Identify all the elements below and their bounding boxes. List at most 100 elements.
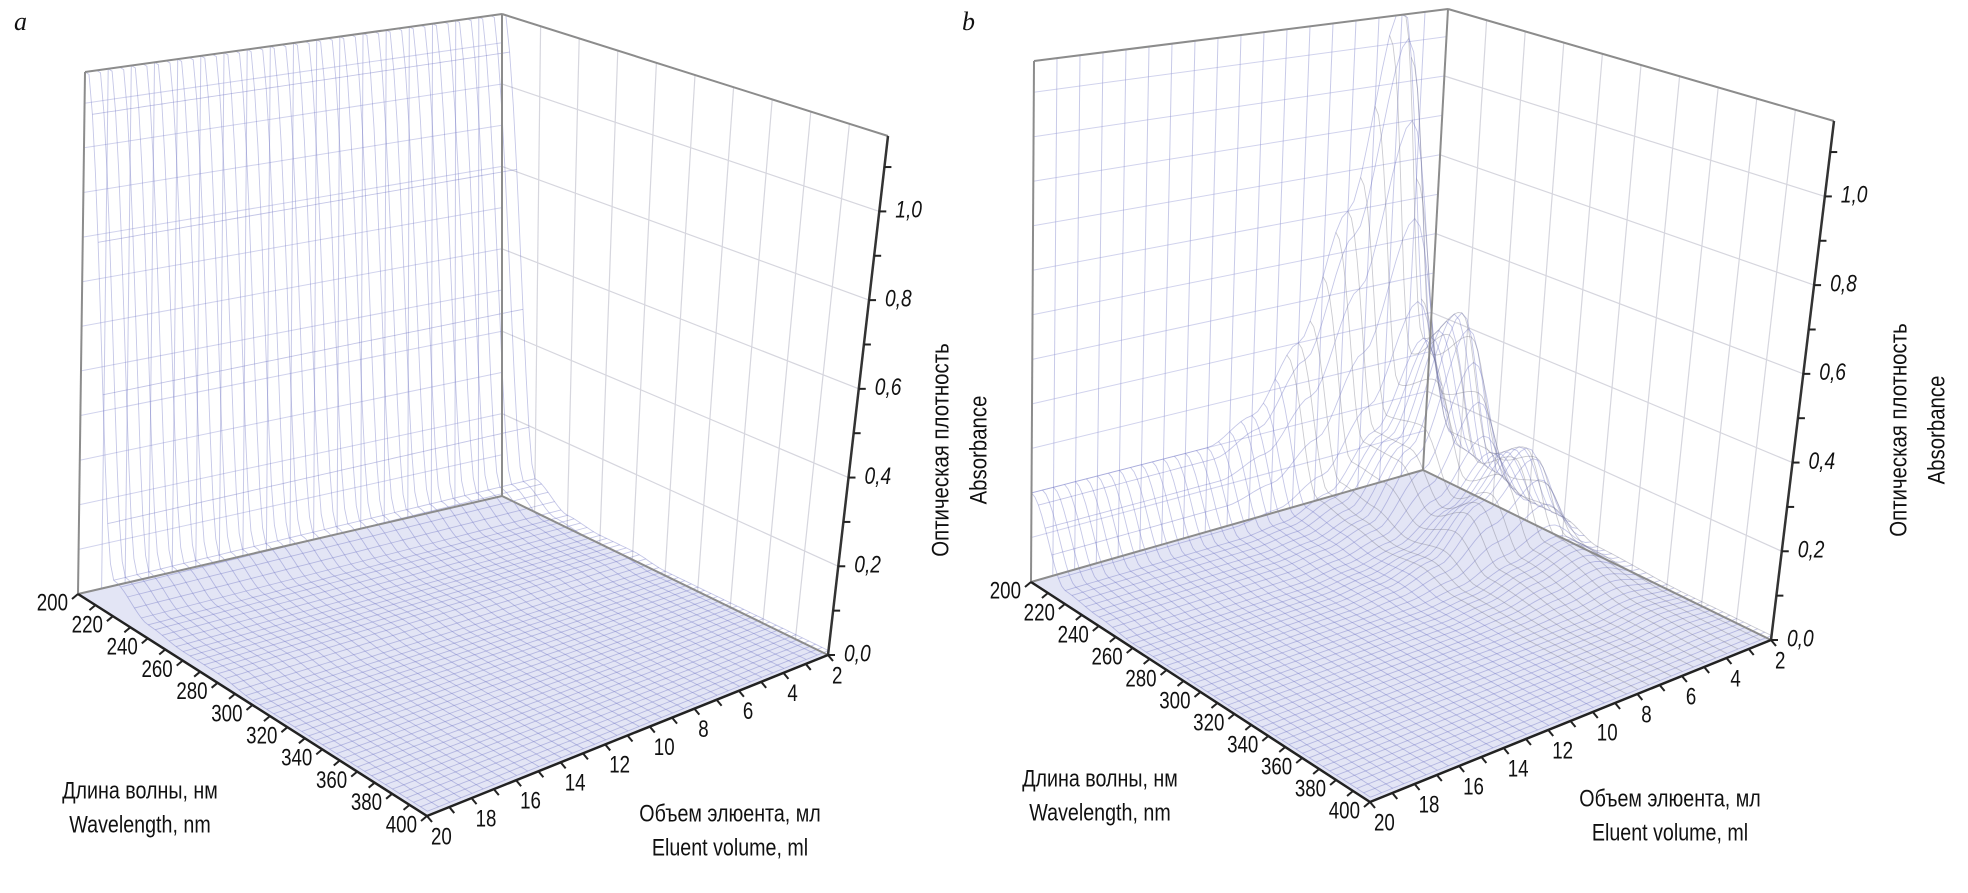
left-wall-gridline bbox=[1095, 52, 1104, 564]
volume-tick-label: 16 bbox=[1463, 773, 1484, 800]
right-wall-gridline bbox=[1526, 42, 1565, 522]
volume-tick bbox=[1391, 792, 1399, 800]
wavelength-tick bbox=[350, 770, 358, 778]
volume-tick bbox=[426, 815, 433, 823]
surface-line-volume bbox=[165, 60, 506, 781]
surface-line-wavelength bbox=[1085, 320, 1482, 608]
surface-line-volume bbox=[1163, 458, 1505, 744]
surface-line-wavelength bbox=[1132, 451, 1530, 644]
surface-line-wavelength bbox=[162, 522, 581, 636]
surface-line-volume bbox=[1240, 421, 1583, 713]
surface-line-wavelength bbox=[1309, 604, 1709, 759]
surface-line-volume bbox=[328, 37, 662, 718]
absorbance-axis-title-en: Absorbance bbox=[1923, 376, 1950, 485]
surface-line-volume bbox=[362, 32, 696, 705]
left-wall-gridline bbox=[78, 454, 503, 550]
absorbance-tick-label: 0,2 bbox=[1798, 536, 1825, 564]
volume-tick-label: 16 bbox=[520, 787, 541, 814]
left-wall-gridline bbox=[1248, 32, 1265, 520]
volume-tick bbox=[1703, 666, 1710, 674]
wavelength-tick bbox=[402, 804, 411, 811]
surface-line-wavelength bbox=[155, 518, 575, 631]
surface-line-wavelength bbox=[1159, 446, 1558, 662]
left-wall-gridline bbox=[1052, 58, 1058, 576]
surface-line-wavelength bbox=[182, 534, 601, 652]
wavelength-tick bbox=[385, 793, 393, 800]
left-wall-gridline bbox=[79, 413, 503, 506]
surface-line-volume bbox=[443, 21, 774, 674]
right-wall-grid bbox=[1427, 20, 1825, 624]
panel-letter: b bbox=[962, 7, 975, 36]
surface-line-wavelength bbox=[1173, 458, 1571, 671]
surface-line-wavelength bbox=[1139, 453, 1536, 649]
volume-tick-label: 2 bbox=[832, 662, 842, 689]
wavelength-axis-title-en: Wavelength, nm bbox=[1029, 798, 1170, 825]
box-edges bbox=[1030, 8, 1835, 641]
surface-line-wavelength bbox=[1207, 538, 1605, 693]
surface-line-wavelength bbox=[1112, 361, 1509, 628]
wavelength-tick-label: 220 bbox=[72, 611, 103, 638]
volume-tick bbox=[1369, 801, 1376, 809]
wavelength-tick bbox=[1058, 603, 1066, 610]
volume-axis-title-en: Eluent volume, ml bbox=[652, 833, 808, 860]
wavelength-tick bbox=[1041, 592, 1049, 599]
left-wall-gridline bbox=[124, 65, 132, 584]
wavelength-tick-label: 200 bbox=[37, 589, 68, 616]
surface-line-wavelength bbox=[127, 491, 549, 598]
wavelength-axis-title: Длина волны, нм bbox=[62, 776, 218, 803]
surface-line-volume bbox=[1416, 178, 1750, 645]
right-wall-gridline bbox=[1631, 76, 1681, 573]
right-wall-gridline bbox=[1492, 31, 1526, 505]
right-wall-gridline bbox=[1427, 390, 1783, 552]
right-wall-gridline bbox=[1435, 233, 1804, 375]
absorbance-tick-label: 0,8 bbox=[1830, 269, 1857, 297]
surface-line-wavelength bbox=[406, 640, 810, 799]
volume-tick-label: 6 bbox=[1686, 683, 1696, 710]
wavelength-tick-label: 340 bbox=[281, 745, 312, 772]
left-wall-gridline bbox=[336, 36, 341, 535]
absorbance-tick-label: 0,2 bbox=[854, 551, 881, 579]
wavelength-tick-label: 380 bbox=[351, 789, 382, 816]
surface-line-wavelength bbox=[224, 554, 640, 679]
volume-tick bbox=[738, 690, 745, 698]
surface-line-volume bbox=[1174, 455, 1516, 740]
left-wall-gridline bbox=[81, 248, 503, 327]
surface-line-volume bbox=[1298, 342, 1639, 690]
surface-line-wavelength bbox=[231, 558, 646, 685]
surface-line-volume bbox=[1286, 354, 1627, 695]
right-wall-gridline bbox=[1700, 98, 1758, 607]
wavelength-tick-label: 260 bbox=[1091, 643, 1122, 670]
surface-line-wavelength bbox=[1044, 119, 1443, 529]
right-wall-gridline bbox=[1735, 109, 1796, 624]
absorbance-tick-label: 1,0 bbox=[1841, 181, 1868, 209]
volume-tick bbox=[1569, 720, 1577, 728]
wavelength-tick-label: 300 bbox=[211, 700, 242, 727]
surface-line-wavelength bbox=[357, 618, 764, 768]
surface-line-volume bbox=[1335, 232, 1672, 677]
right-wall-gridline bbox=[1457, 20, 1488, 488]
wavelength-tick bbox=[193, 670, 201, 678]
right-wall-gridline bbox=[501, 330, 849, 479]
wavelength-tick bbox=[263, 715, 271, 722]
surface-line-volume bbox=[270, 45, 606, 741]
wavelength-tick bbox=[1210, 702, 1219, 709]
surface-line-volume bbox=[1347, 210, 1683, 672]
wavelength-tick bbox=[1109, 636, 1117, 643]
box-edges bbox=[77, 13, 889, 656]
left-wall-gridline bbox=[1031, 390, 1428, 494]
volume-tick bbox=[604, 743, 611, 752]
wavelength-tick bbox=[158, 648, 166, 656]
volume-tick bbox=[493, 788, 500, 796]
surface-line-wavelength bbox=[329, 605, 738, 750]
wavelength-tick-label: 360 bbox=[316, 767, 347, 794]
absorbance-axis-title: Оптическая плотность bbox=[927, 343, 954, 556]
absorbance-tick-label: 0,0 bbox=[844, 639, 871, 667]
surface-line-wavelength bbox=[1098, 312, 1496, 618]
box-edge bbox=[77, 495, 503, 595]
surface-line-volume bbox=[467, 18, 796, 665]
surface-line-wavelength bbox=[308, 596, 718, 737]
surface-line-volume bbox=[154, 61, 495, 785]
box-edge bbox=[501, 13, 889, 137]
left-wall-gridline bbox=[79, 371, 503, 461]
